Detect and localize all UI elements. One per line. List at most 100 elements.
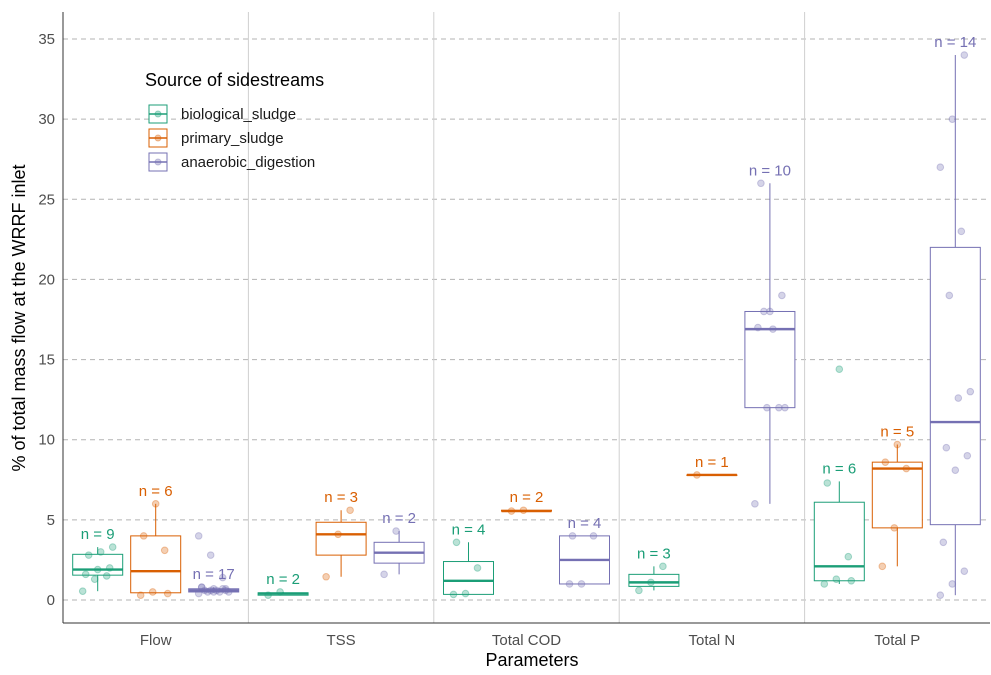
legend-label: anaerobic_digestion (181, 154, 315, 171)
y-tick-label: 30 (38, 111, 55, 128)
data-point (577, 580, 586, 588)
box-group: n = 2 (501, 489, 552, 515)
box (929, 246, 981, 526)
data-point (209, 588, 218, 596)
data-point (565, 580, 574, 588)
data-point (346, 506, 354, 515)
data-point (835, 365, 844, 373)
data-point (206, 551, 215, 559)
data-point (139, 532, 148, 540)
legend-key (148, 152, 168, 172)
data-point (221, 586, 230, 595)
data-point (224, 588, 233, 596)
data-point (766, 307, 774, 316)
legend-key (148, 104, 168, 124)
data-point (151, 500, 160, 508)
y-axis-title: % of total mass flow at the WRRF inlet (9, 164, 29, 471)
y-tick-label: 15 (38, 352, 55, 369)
data-point (963, 451, 972, 460)
y-tick-label: 25 (38, 191, 55, 208)
data-point (902, 464, 911, 473)
legend-label: primary_sludge (181, 130, 284, 147)
data-point (90, 575, 99, 583)
x-tick-label: TSS (327, 632, 356, 649)
data-point (212, 586, 221, 595)
data-point (948, 115, 957, 123)
box (813, 501, 865, 582)
legend: Source of sidestreams biological_sludgep… (145, 70, 324, 172)
data-point (203, 588, 212, 596)
data-point (78, 587, 87, 595)
box-group: n = 3 (315, 489, 367, 581)
data-point (760, 307, 768, 316)
data-point (449, 590, 458, 599)
data-point (659, 562, 667, 571)
data-point (105, 564, 114, 572)
box-group: n = 1 (686, 454, 738, 479)
data-point (820, 580, 829, 588)
data-point (948, 580, 957, 588)
data-point (951, 466, 960, 474)
box-group: n = 4 (443, 521, 494, 599)
data-point (568, 532, 577, 540)
data-point (960, 567, 969, 575)
data-point (392, 527, 400, 535)
grid (63, 12, 990, 623)
box-group: n = 14 (929, 34, 981, 599)
data-point (194, 532, 203, 540)
n-label: n = 2 (382, 510, 416, 527)
data-point (589, 532, 598, 540)
x-tick-label: Total P (874, 632, 920, 649)
data-point (778, 291, 786, 300)
data-point (754, 323, 762, 332)
data-point (322, 572, 330, 581)
x-tick-label: Flow (140, 632, 172, 649)
legend-key (148, 128, 168, 148)
data-point (942, 443, 951, 452)
n-label: n = 5 (880, 424, 914, 441)
box (130, 535, 182, 594)
n-label: n = 1 (695, 454, 729, 471)
box (315, 521, 367, 556)
data-point (197, 583, 206, 591)
box-layer: n = 9 n = 2 n = 4 n = 3 n = 6 n = 6 n = 3 n = 2… (72, 34, 981, 599)
data-point (461, 589, 470, 598)
data-point (966, 387, 975, 396)
data-point (960, 51, 969, 59)
data-point (881, 458, 890, 466)
data-point (945, 291, 954, 300)
data-point (507, 507, 516, 515)
data-point (757, 179, 765, 188)
x-tick-label: Total N (689, 632, 736, 649)
data-point (647, 578, 655, 587)
data-point (832, 575, 841, 583)
n-label: n = 3 (324, 489, 358, 506)
data-point (452, 538, 461, 547)
data-point (194, 589, 203, 598)
legend-label: biological_sludge (181, 106, 296, 123)
data-point (209, 584, 218, 593)
data-point (775, 403, 783, 412)
box (443, 561, 494, 595)
box-group: n = 6 (813, 365, 865, 588)
data-point (890, 524, 899, 532)
box-group: n = 9 (72, 526, 124, 595)
data-point (635, 586, 643, 595)
n-label: n = 6 (139, 483, 173, 500)
legend-key-point (154, 110, 162, 118)
n-label: n = 17 (193, 566, 235, 583)
data-point (380, 570, 388, 579)
data-point (264, 591, 272, 599)
n-label: n = 4 (452, 521, 486, 538)
data-point (893, 440, 902, 449)
data-point (218, 573, 227, 582)
data-point (163, 589, 172, 598)
data-point (781, 403, 789, 412)
n-label: n = 3 (637, 545, 671, 562)
n-label: n = 4 (568, 515, 602, 532)
n-label: n = 14 (934, 34, 976, 51)
data-point (218, 584, 227, 593)
data-point (276, 588, 284, 596)
data-point (206, 586, 215, 595)
